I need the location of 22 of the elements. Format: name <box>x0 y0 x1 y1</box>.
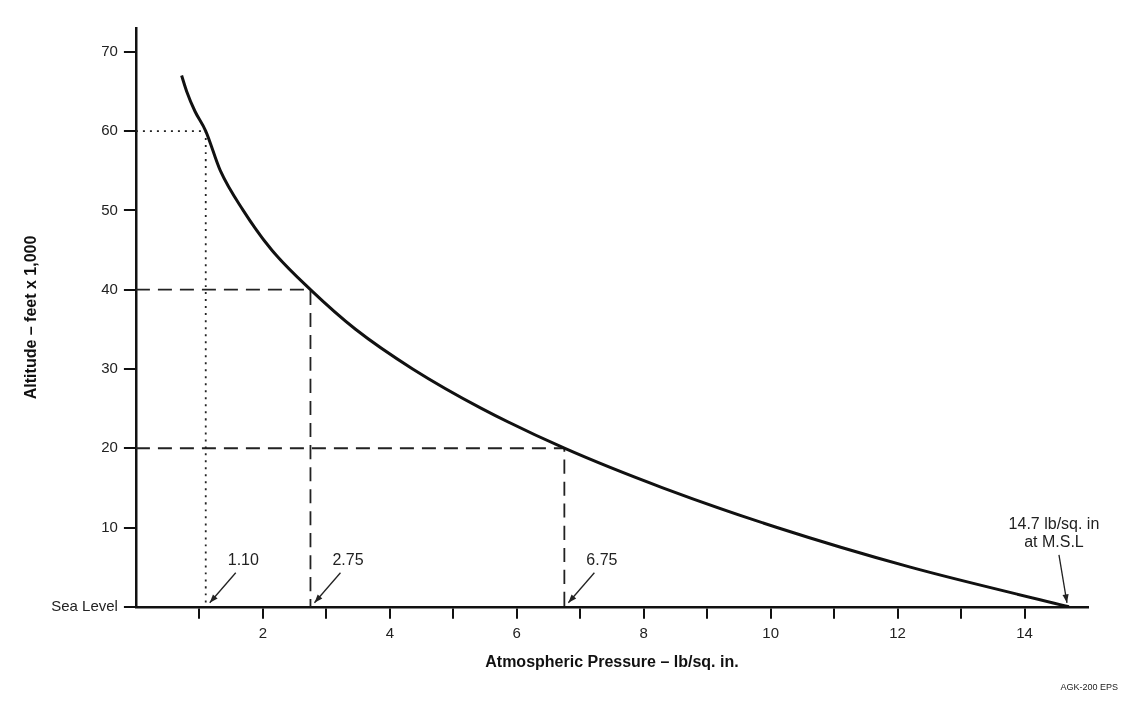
x-tick-label: 10 <box>762 623 779 641</box>
x-tick-label: 12 <box>889 623 906 641</box>
x-tick-label: 6 <box>512 623 521 641</box>
annotation: 1.10 <box>227 550 259 568</box>
y-tick-label: 60 <box>101 121 118 139</box>
y-tick-label: 10 <box>101 517 118 535</box>
x-tick-label: 2 <box>258 623 268 641</box>
text: AGK-200 EPS <box>1060 682 1118 692</box>
x-tick-label: 14 <box>1016 623 1033 641</box>
x-axis-title: Atmospheric Pressure – lb/sq. in. <box>485 652 739 670</box>
annotation: 2.75 <box>332 550 364 568</box>
y-tick-label: Sea Level <box>51 596 118 614</box>
y-tick-label: 20 <box>101 438 118 456</box>
y-tick-label: 30 <box>101 359 118 377</box>
y-tick-label: 40 <box>101 279 118 297</box>
y-tick-label: 50 <box>101 200 118 218</box>
annotation: 6.75 <box>586 550 618 568</box>
x-tick-label: 4 <box>385 623 394 641</box>
y-tick-label: 70 <box>101 41 118 59</box>
annotation: 14.7 lb/sq. in at M.S.L <box>1008 514 1100 550</box>
x-tick-label: 8 <box>639 623 648 641</box>
y-axis-title: Altitude – feet x 1,000 <box>22 235 40 400</box>
